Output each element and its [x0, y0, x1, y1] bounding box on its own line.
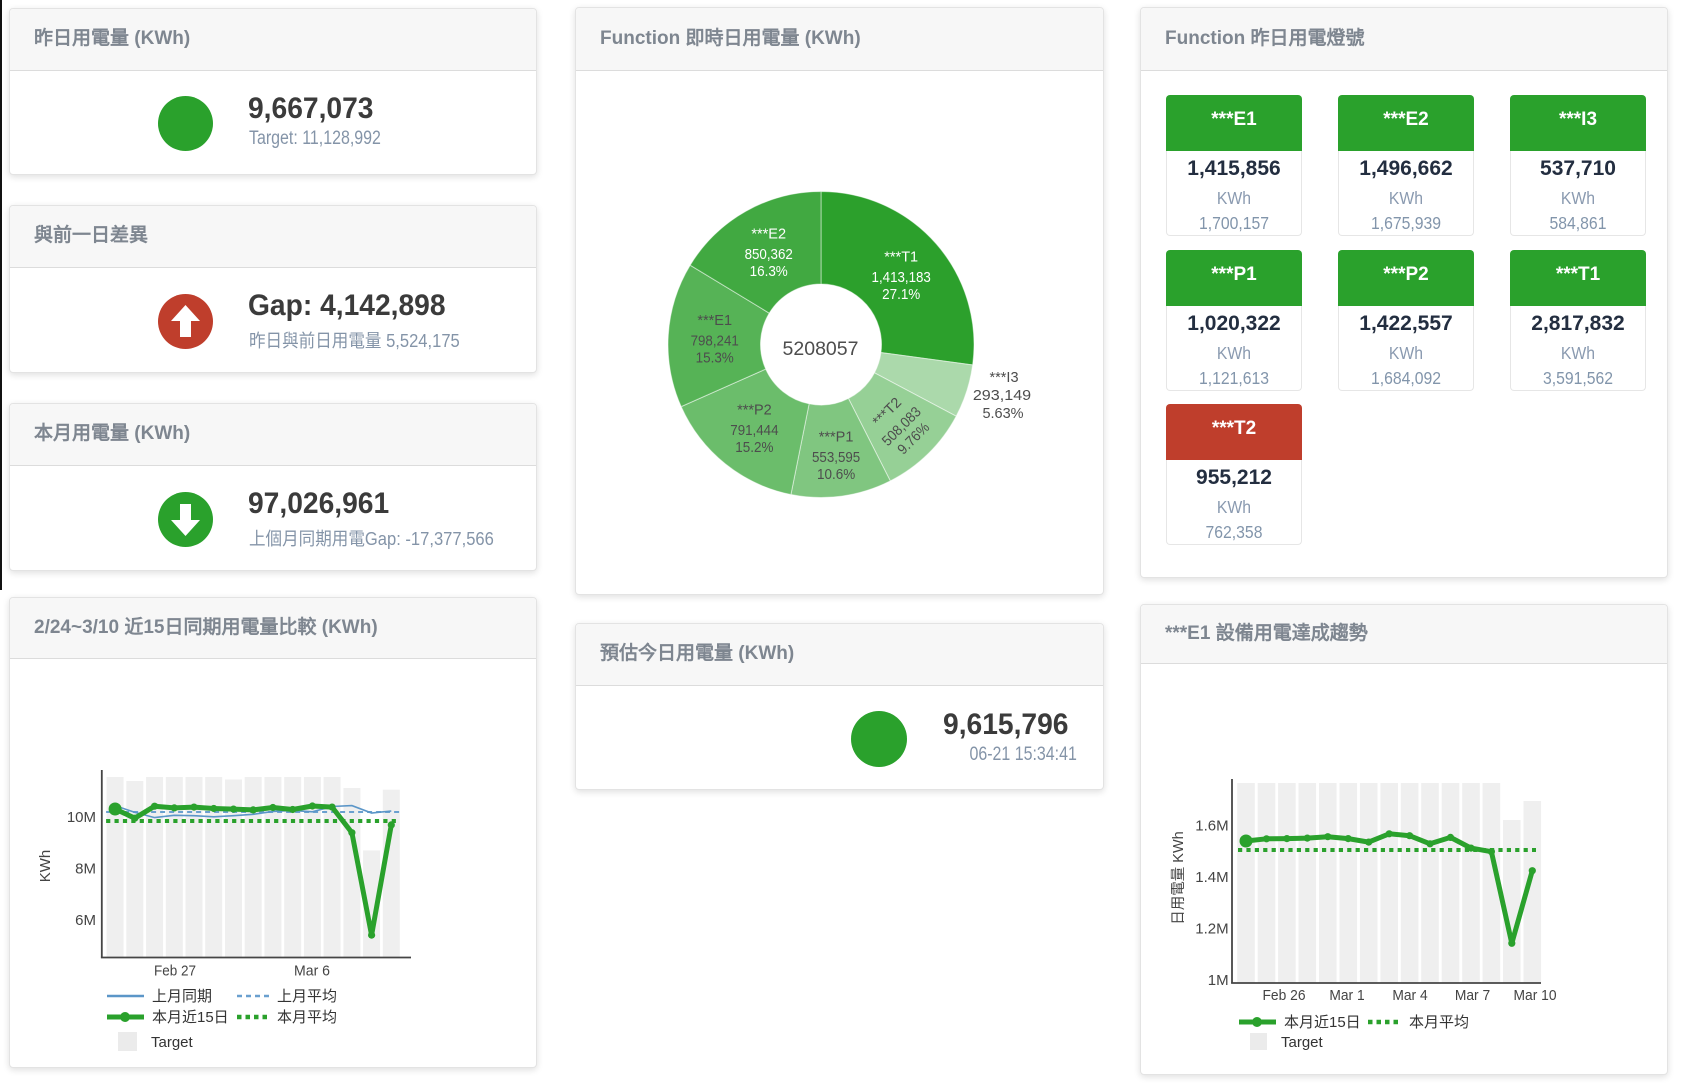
svg-text:1.2M: 1.2M [1195, 921, 1228, 938]
svg-text:5208057: 5208057 [783, 338, 859, 360]
svg-text:1.6M: 1.6M [1195, 818, 1228, 835]
svg-text:Mar 1: Mar 1 [1329, 987, 1364, 1004]
svg-text:***T1: ***T1 [884, 249, 918, 265]
svg-text:5.63%: 5.63% [982, 406, 1023, 422]
svg-text:***P1: ***P1 [819, 430, 854, 446]
svg-text:***E1: ***E1 [697, 313, 732, 329]
svg-text:850,362: 850,362 [745, 247, 793, 263]
svg-text:27.1%: 27.1% [882, 287, 920, 303]
svg-text:日用電量 KWh: 日用電量 KWh [1171, 831, 1187, 924]
svg-text:1M: 1M [1208, 972, 1229, 989]
svg-text:Feb 27: Feb 27 [154, 962, 196, 979]
svg-text:15.2%: 15.2% [735, 440, 773, 456]
svg-text:1,413,183: 1,413,183 [872, 270, 931, 286]
svg-text:10M: 10M [67, 809, 96, 826]
svg-text:Mar 7: Mar 7 [1455, 987, 1490, 1004]
svg-text:1.4M: 1.4M [1195, 869, 1228, 886]
svg-text:293,149: 293,149 [973, 388, 1031, 404]
svg-text:Mar 6: Mar 6 [294, 962, 330, 979]
svg-text:***P2: ***P2 [737, 403, 772, 419]
svg-text:6M: 6M [75, 912, 96, 929]
svg-text:8M: 8M [75, 860, 96, 877]
svg-text:Feb 26: Feb 26 [1263, 987, 1306, 1004]
svg-text:798,241: 798,241 [691, 333, 739, 349]
svg-text:***I3: ***I3 [989, 370, 1018, 386]
svg-text:10.6%: 10.6% [817, 467, 855, 483]
svg-text:791,444: 791,444 [730, 423, 778, 439]
svg-text:16.3%: 16.3% [750, 264, 788, 280]
svg-text:***E2: ***E2 [751, 227, 786, 243]
svg-text:15.3%: 15.3% [696, 350, 734, 366]
svg-text:Mar 10: Mar 10 [1514, 987, 1557, 1004]
svg-text:553,595: 553,595 [812, 450, 860, 466]
svg-text:Mar 4: Mar 4 [1392, 987, 1427, 1004]
svg-text:KWh: KWh [37, 850, 54, 883]
